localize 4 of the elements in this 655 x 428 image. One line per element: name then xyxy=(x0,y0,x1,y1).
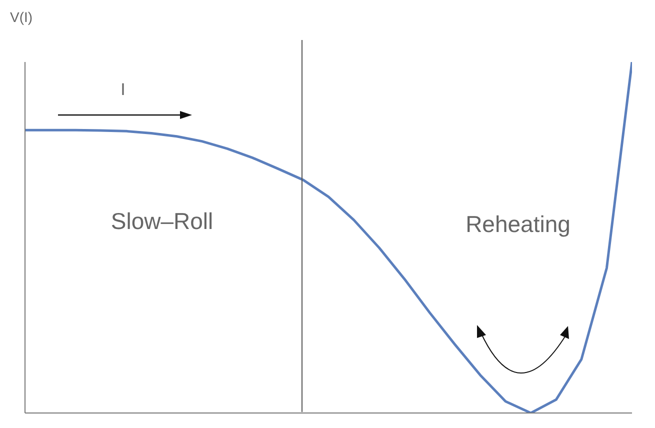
annotation: Reheating xyxy=(466,211,570,238)
annotation: I xyxy=(120,80,126,100)
annotation: Slow–Roll xyxy=(110,208,214,235)
y-axis-title: V(I) xyxy=(10,9,33,25)
